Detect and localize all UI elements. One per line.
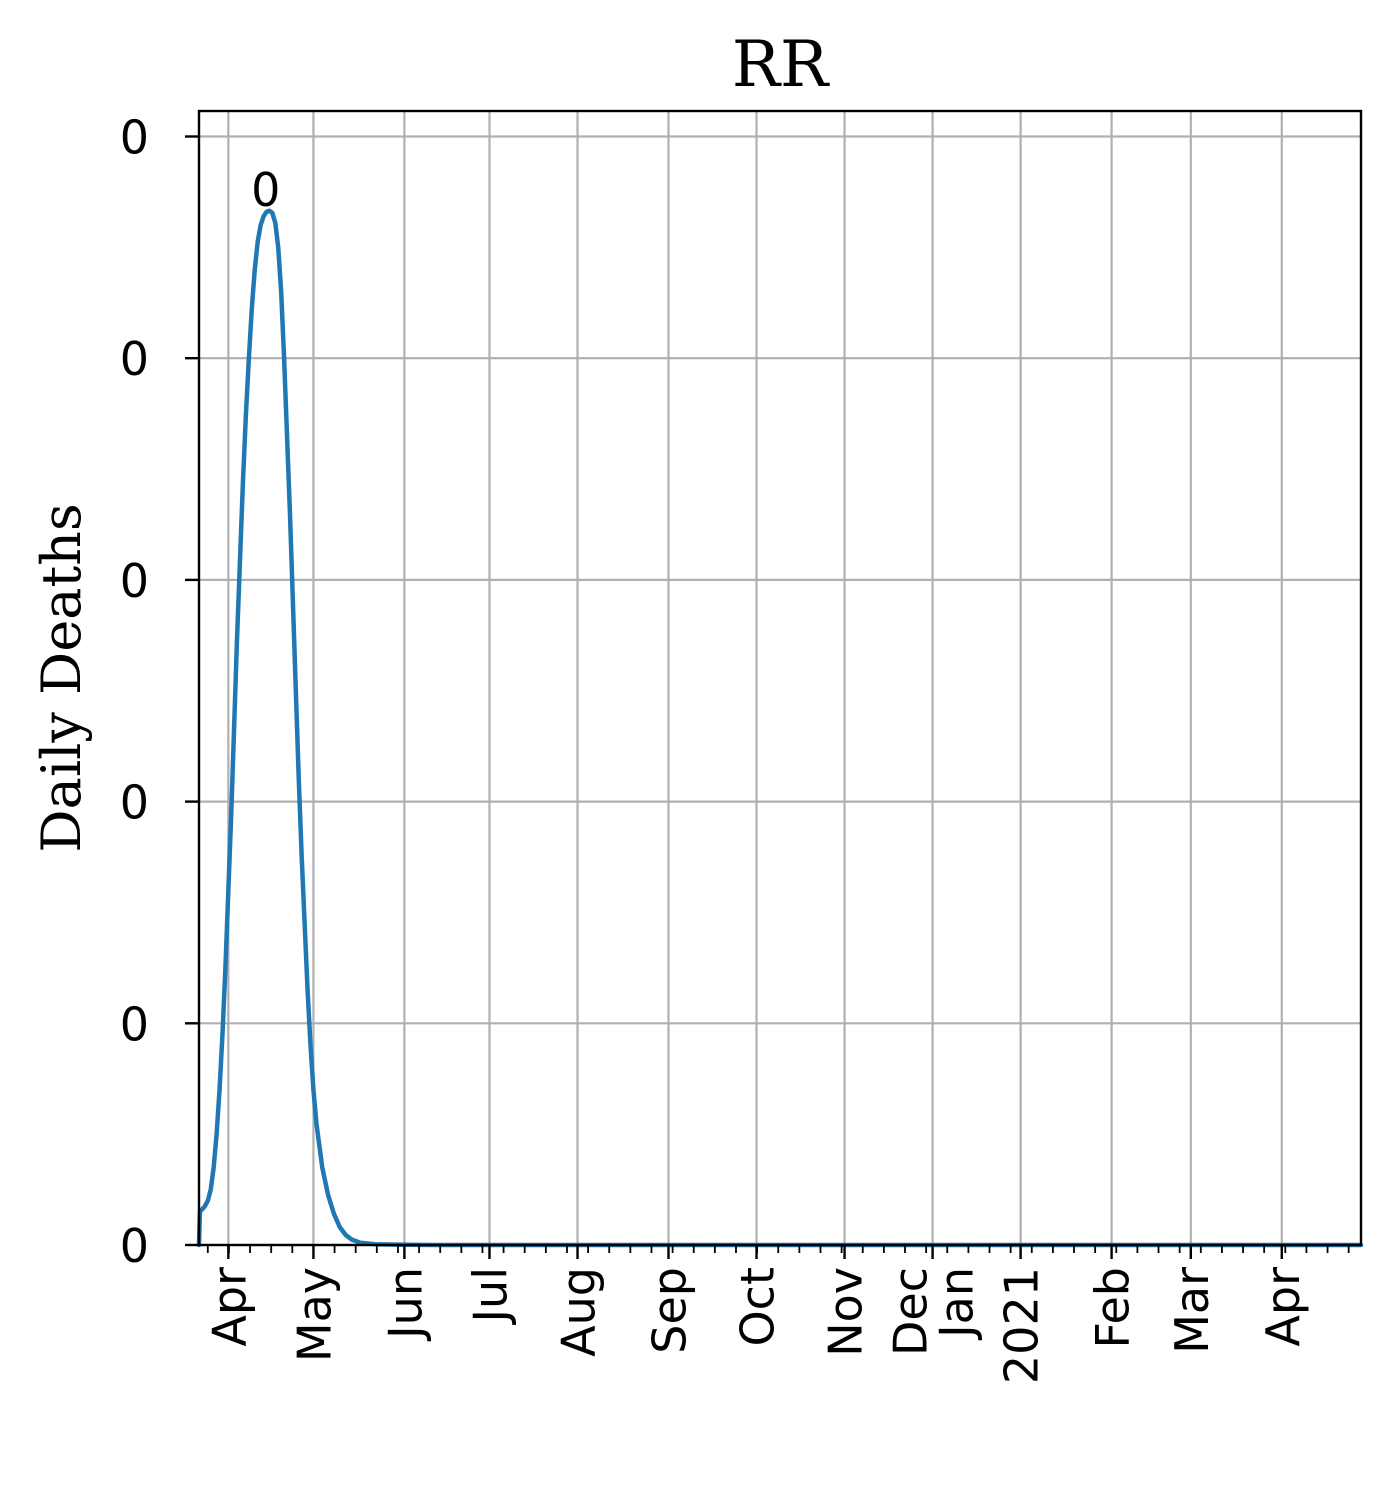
y-tick-label: 0 xyxy=(120,332,149,386)
x-tick-label: Oct xyxy=(731,1267,785,1347)
x-tick-label: Sep xyxy=(642,1267,696,1354)
x-tick-label: Mar xyxy=(1165,1267,1219,1354)
x-tick-label: Apr xyxy=(1256,1267,1310,1347)
grid-layer xyxy=(199,111,1361,1247)
peak-annotation: 0 xyxy=(251,163,280,217)
x-tick-label: Nov xyxy=(819,1267,873,1357)
plot-frame xyxy=(197,109,1363,1247)
y-tick-label: 0 xyxy=(120,110,149,164)
series-line xyxy=(196,208,1364,1248)
x-tick-label: Feb xyxy=(1086,1267,1140,1348)
x-tick-label: Jul xyxy=(464,1267,518,1326)
y-tick-label: 0 xyxy=(120,554,149,608)
chart-title: RR xyxy=(732,28,830,102)
y-tick-label: 0 xyxy=(120,776,149,830)
y-tick-label: 0 xyxy=(120,997,149,1051)
x-tick-label: Jan xyxy=(930,1267,984,1341)
y-tick-label: 0 xyxy=(120,1219,149,1273)
series-layer xyxy=(196,208,1364,1248)
y-axis-label: Daily Deaths xyxy=(30,503,93,852)
x-tick-label: Aug xyxy=(552,1267,606,1357)
x-tick-label: May xyxy=(287,1267,341,1362)
x-tick-label: 2021 xyxy=(995,1267,1049,1384)
x-tick-label: Dec xyxy=(884,1267,938,1356)
x-tick-label: Jun xyxy=(378,1267,432,1342)
x-tick-label: Apr xyxy=(202,1267,256,1347)
